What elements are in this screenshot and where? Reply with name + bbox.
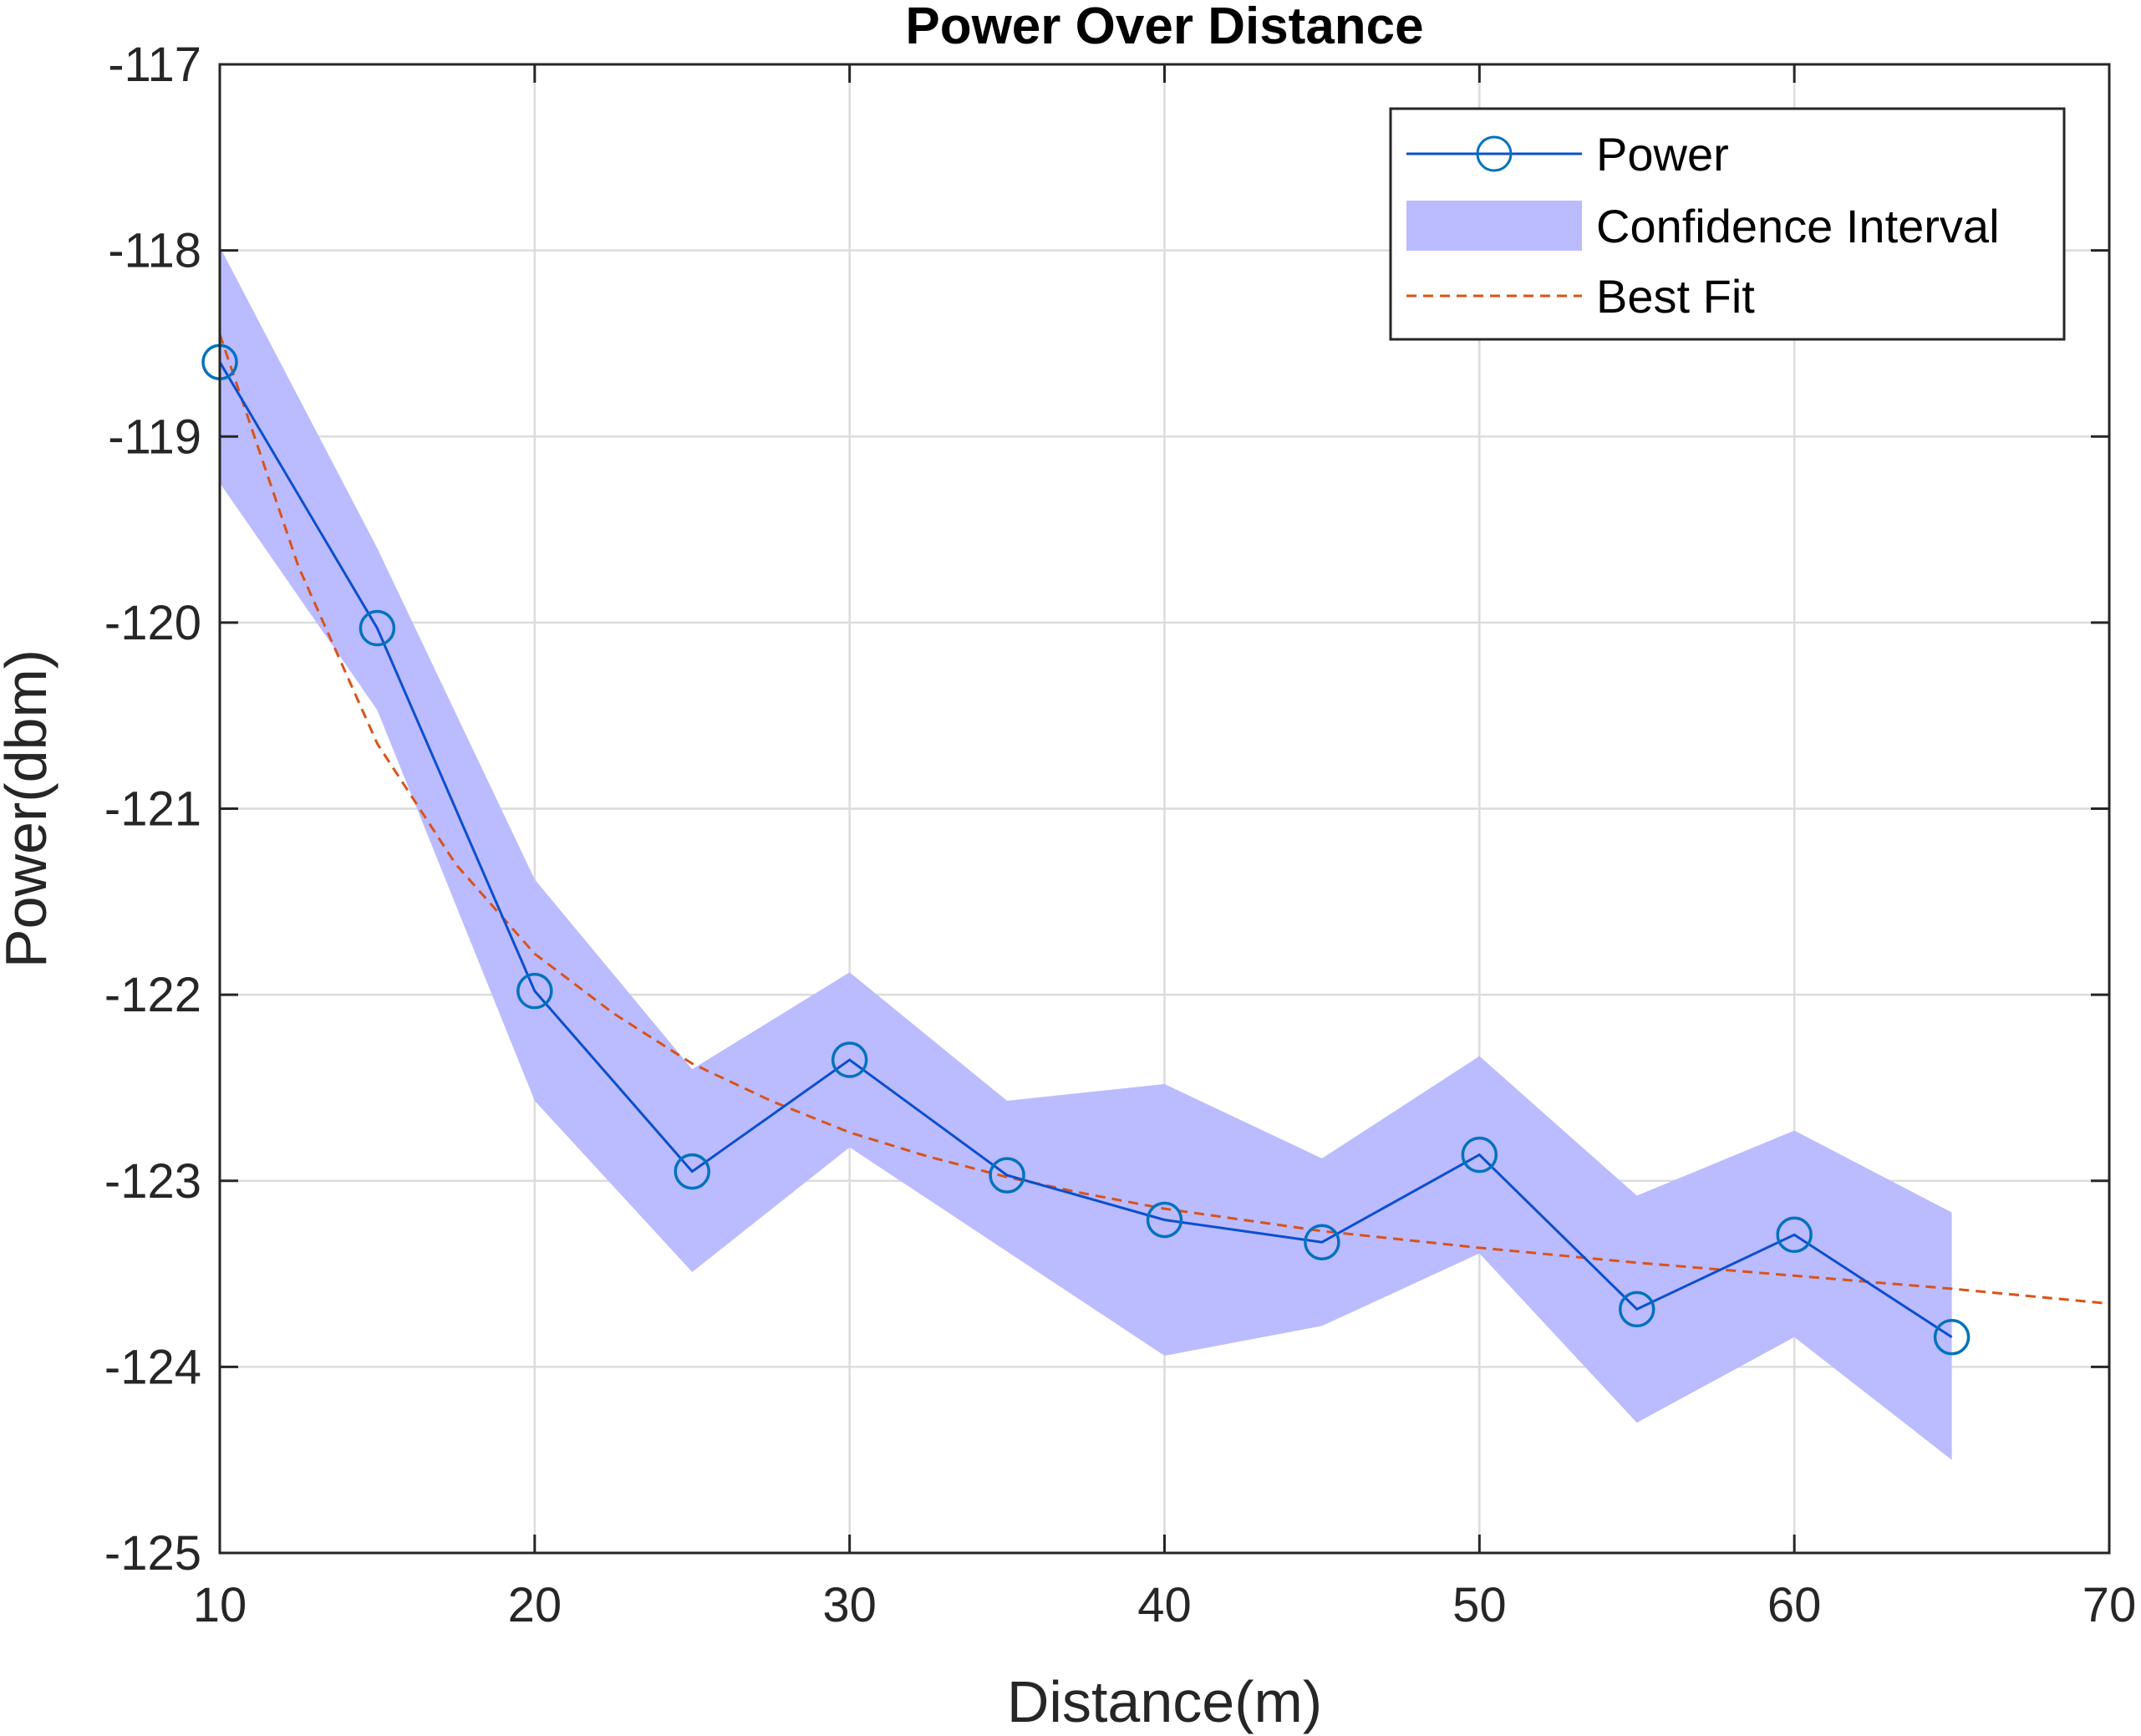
x-tick-label: 60 [1767, 1578, 1822, 1632]
power-marker [1146, 1201, 1183, 1239]
x-tick-label: 50 [1452, 1578, 1507, 1632]
y-tick-label: -125 [104, 1526, 201, 1581]
confidence-band [220, 247, 1952, 1460]
x-tick-label: 20 [508, 1578, 562, 1632]
x-tick-label: 30 [822, 1578, 877, 1632]
power-marker [1776, 1216, 1813, 1254]
legend-confidence-swatch [1406, 201, 1582, 251]
x-tick-label: 10 [193, 1578, 247, 1632]
legend-best-fit-label: Best Fit [1596, 270, 1755, 323]
power-line [218, 361, 1953, 1339]
axis-ticks [218, 63, 2111, 1555]
x-tick-label: 40 [1137, 1578, 1192, 1632]
power-marker [1304, 1224, 1340, 1260]
legend-power-label: Power [1596, 128, 1729, 181]
chart-title: Power Over Distance [905, 0, 1423, 55]
y-tick-label: -123 [104, 1154, 201, 1209]
y-tick-label: -122 [104, 968, 201, 1022]
power-marker [359, 609, 396, 647]
y-tick-label: -118 [108, 224, 201, 278]
y-tick-label: -120 [104, 596, 201, 650]
x-axis-title: Distance(m) [1007, 1669, 1322, 1734]
y-axis-title: Power(dbm) [0, 649, 58, 968]
y-tick-label: -117 [108, 38, 201, 92]
confidence-band-area [220, 247, 1952, 1460]
legend-power-marker-swatch [1476, 135, 1513, 172]
power-marker [674, 1153, 710, 1190]
y-tick-label: -124 [104, 1340, 201, 1394]
x-tick-label: 70 [2083, 1578, 2137, 1632]
power-marker [516, 972, 553, 1010]
y-tick-label: -119 [108, 410, 201, 464]
power-series-group [201, 344, 1971, 1356]
tick-labels: 10 20 30 40 50 60 70 -117 -118 -119 -120 -121 -122 -1… [104, 38, 2136, 1632]
power-marker [831, 1041, 868, 1078]
power-marker [1933, 1319, 1971, 1356]
power-marker [1461, 1136, 1498, 1173]
y-tick-label: -121 [104, 782, 201, 837]
power-marker [1619, 1291, 1655, 1328]
legend: Power Confidence Interval Best Fit [1389, 107, 2066, 341]
legend-confidence-label: Confidence Interval [1596, 200, 2000, 252]
power-marker [989, 1157, 1025, 1194]
